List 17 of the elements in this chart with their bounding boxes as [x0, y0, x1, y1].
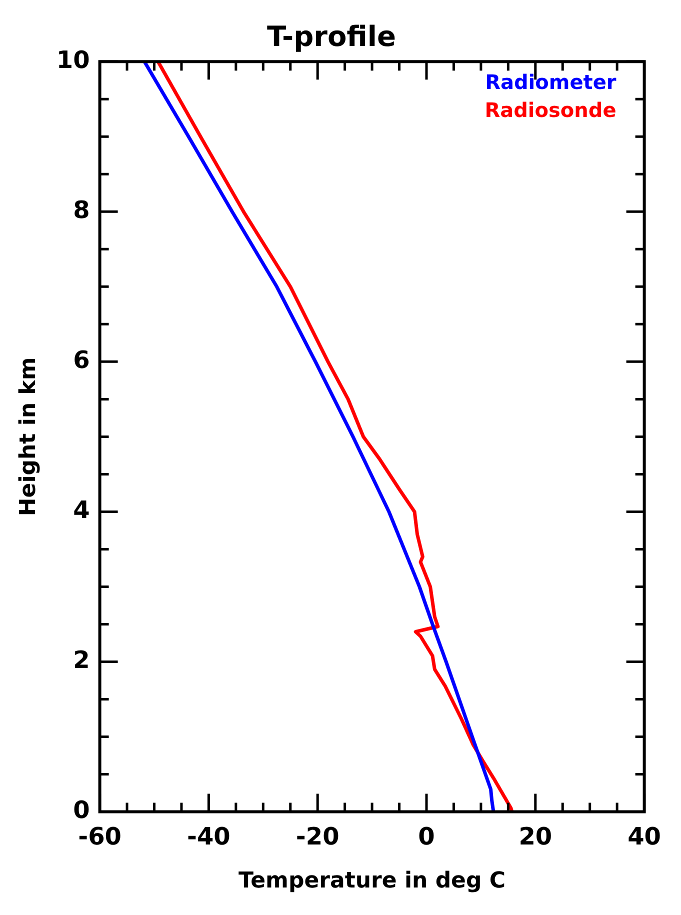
x-tick-label: 0: [418, 822, 435, 850]
y-tick-label: 8: [73, 196, 90, 224]
x-tick-label: -60: [78, 822, 122, 850]
x-tick-label: -20: [296, 822, 340, 850]
y-axis-title: Height in km: [16, 357, 41, 516]
x-tick-label: 40: [628, 822, 662, 850]
x-axis-title: Temperature in deg C: [238, 868, 506, 894]
text: Radiometer: [485, 70, 616, 94]
chart-title: T-profile: [266, 20, 396, 54]
text: Radiosonde: [484, 98, 616, 122]
x-tick-label: -40: [187, 822, 230, 850]
x-tick-label: 20: [518, 822, 552, 850]
y-tick-label: 4: [73, 496, 90, 524]
y-tick-label: 0: [73, 796, 90, 824]
y-tick-label: 6: [73, 346, 90, 374]
y-tick-label: 10: [56, 46, 90, 74]
y-tick-label: 2: [73, 646, 90, 674]
